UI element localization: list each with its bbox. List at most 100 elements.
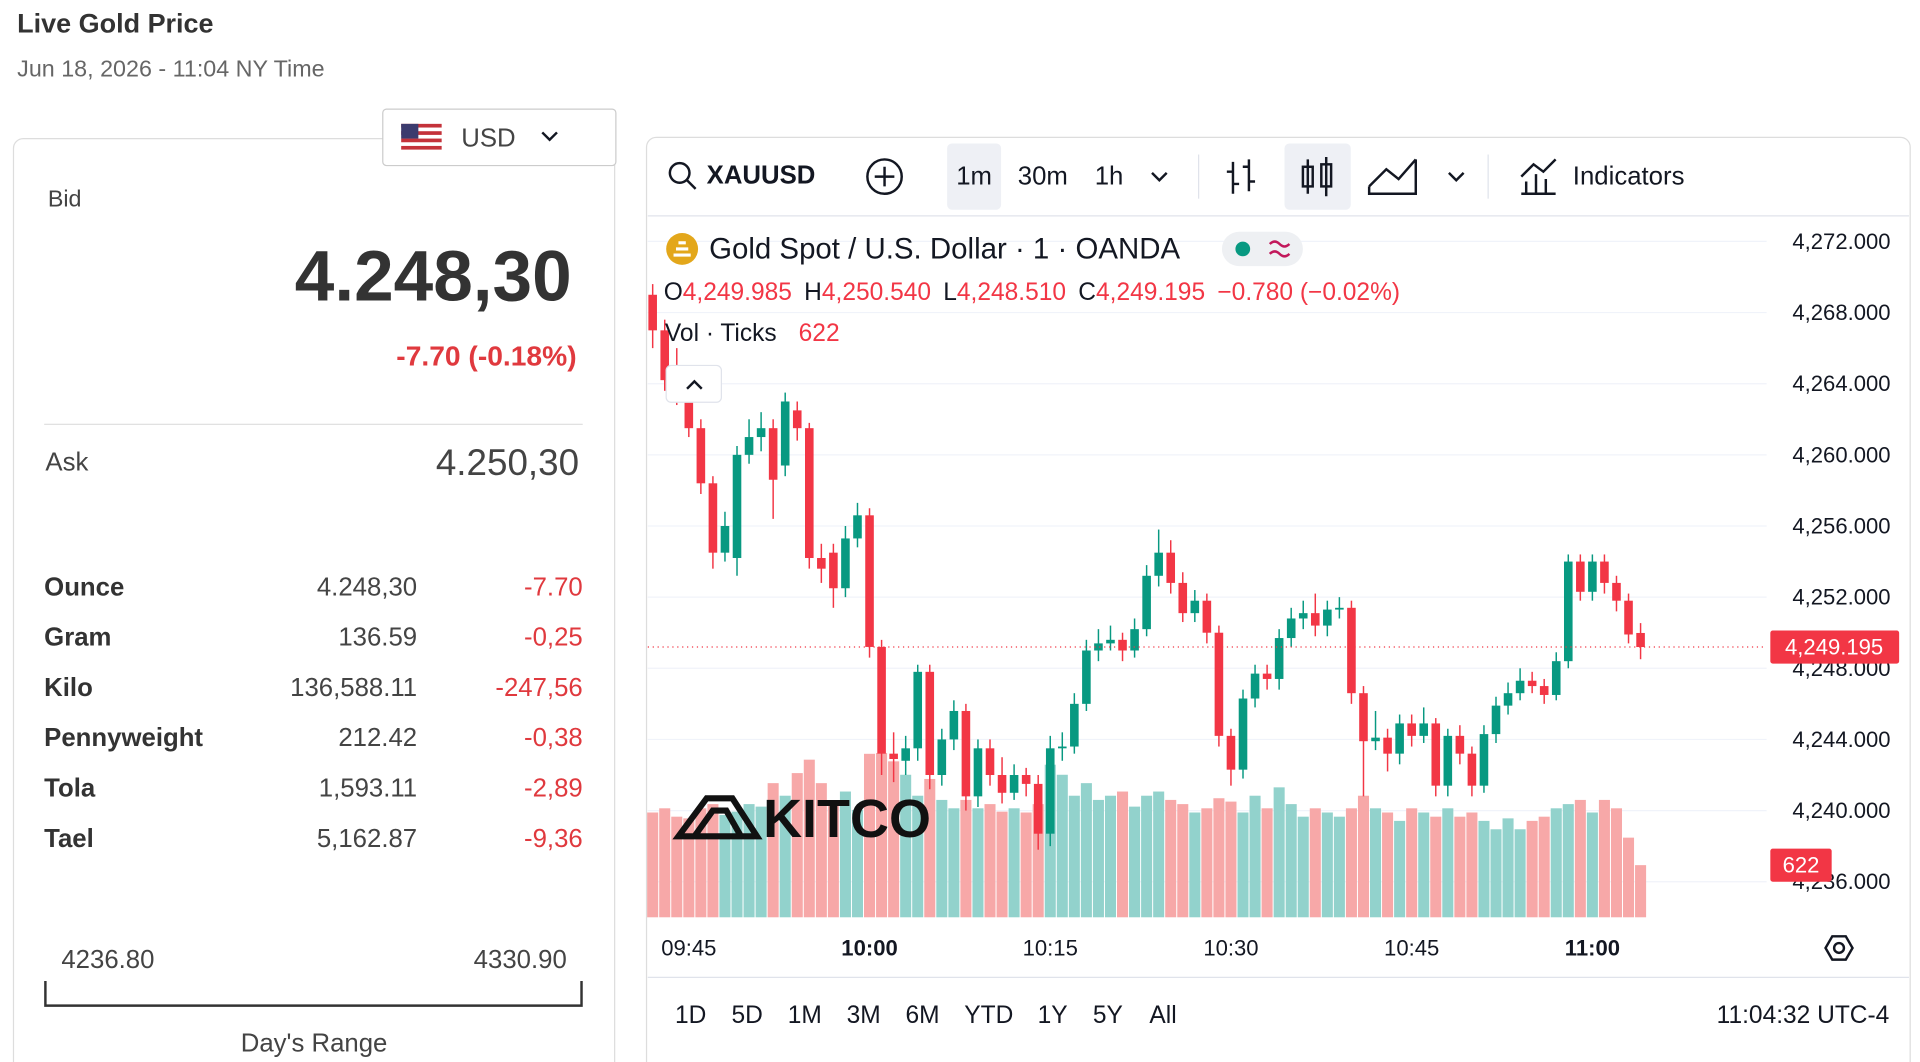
ohlc-change: −0.780 (−0.02%) — [1217, 278, 1400, 305]
y-tick-label: 4,240.000 — [1792, 798, 1890, 823]
candle-body — [1323, 609, 1332, 626]
candle-body — [1576, 561, 1585, 592]
volume-tag — [1770, 848, 1832, 882]
collapse-button[interactable] — [665, 364, 722, 403]
candle-body — [865, 515, 874, 647]
volume-bar — [1249, 795, 1261, 918]
currency-button[interactable] — [382, 108, 617, 167]
range-button[interactable]: 6M — [906, 1002, 940, 1029]
chart-style-selected[interactable] — [1284, 143, 1351, 210]
volume-bar — [948, 808, 960, 918]
candle-body — [1118, 639, 1127, 651]
symbol-search[interactable]: XAUUSD — [668, 161, 816, 190]
candle-body — [768, 428, 778, 480]
page-title: Live Gold Price — [17, 8, 213, 38]
settings-button[interactable] — [1824, 935, 1854, 961]
y-tick-label: 4,256.000 — [1792, 513, 1890, 538]
candle-body — [1503, 693, 1513, 706]
interval-button[interactable]: 30m — [1018, 163, 1068, 191]
interval-selected — [947, 143, 1002, 210]
bid-label: Bid — [48, 186, 82, 212]
bar-style-icon[interactable] — [1226, 159, 1256, 194]
volume-bar — [839, 791, 851, 918]
volume-bar — [1466, 812, 1478, 918]
volume-bar — [984, 804, 996, 918]
ohlc-key: L — [943, 278, 957, 305]
volume-bar — [996, 811, 1008, 918]
range-bar — [44, 981, 583, 1007]
candle-body — [708, 483, 718, 553]
interval-button[interactable]: 1m — [956, 163, 992, 191]
candle-body — [1491, 705, 1501, 735]
candle-body — [1238, 698, 1248, 770]
unit-price: 136,588.11 — [290, 674, 417, 702]
candle-body — [780, 401, 790, 466]
range-button[interactable]: 1Y — [1038, 1002, 1068, 1029]
volume-bar — [864, 753, 876, 918]
candle-body — [756, 428, 766, 438]
candle-body — [1262, 673, 1272, 679]
volume-bar — [1273, 787, 1285, 918]
volume-bar — [1008, 808, 1020, 918]
chevron-icon[interactable] — [1151, 172, 1168, 183]
unit-change: -0,38 — [524, 724, 583, 752]
search-icon — [686, 179, 697, 190]
compare-button[interactable] — [866, 158, 903, 195]
y-tick-label: 4,252.000 — [1792, 585, 1890, 610]
volume-bar — [1345, 808, 1357, 918]
candle-body — [1335, 607, 1344, 610]
status-pill[interactable] — [1221, 231, 1303, 267]
volume-bar — [1526, 820, 1538, 918]
ask-label: Ask — [45, 448, 88, 476]
volume-bar — [1297, 816, 1309, 918]
plus-icon — [874, 166, 895, 187]
volume-bar — [1574, 799, 1586, 918]
volume-bar — [1370, 808, 1382, 918]
indicators-label[interactable]: Indicators — [1573, 163, 1685, 191]
candle-body — [949, 710, 959, 740]
volume-bar — [1635, 865, 1647, 918]
indicators-button[interactable]: Indicators — [1520, 158, 1685, 195]
quote-card — [12, 137, 616, 1062]
volume-bar — [1442, 808, 1454, 918]
range-button[interactable]: 1D — [675, 1002, 706, 1029]
interval-button[interactable]: 1h — [1095, 163, 1124, 191]
volume-bar — [1213, 798, 1225, 918]
range-button[interactable]: YTD — [964, 1002, 1013, 1029]
candle-body — [817, 558, 826, 569]
range-button[interactable]: 5Y — [1093, 1002, 1123, 1029]
volume-bar — [912, 795, 924, 918]
candle-body — [1082, 650, 1091, 704]
chart-widget — [645, 136, 1911, 1062]
chevron-icon[interactable] — [1448, 172, 1465, 183]
symbol-logo — [673, 241, 691, 257]
currency-label: USD — [461, 125, 515, 153]
unit-price: 4.248,30 — [317, 573, 417, 601]
last-price-tag — [1770, 630, 1900, 664]
candle-body — [1419, 723, 1429, 736]
interval-group: 1m 30m 1h — [956, 163, 1123, 191]
range-button[interactable]: 3M — [847, 1002, 881, 1029]
range-label: Day's Range — [241, 1030, 388, 1058]
symbol[interactable]: XAUUSD — [707, 161, 816, 189]
volume-bar — [1562, 804, 1574, 918]
candle-body — [1274, 638, 1284, 679]
volume-bar — [1490, 829, 1502, 918]
candle-body — [792, 410, 802, 429]
candle-body — [732, 454, 742, 559]
range-button[interactable]: 5D — [731, 1002, 762, 1029]
area-style-icon[interactable] — [1367, 158, 1417, 195]
volume-bar — [1092, 799, 1104, 918]
volume-bar — [1321, 812, 1333, 918]
candle-body — [1527, 680, 1537, 687]
volume-bar — [1514, 829, 1526, 918]
candle-body — [961, 710, 971, 797]
volume-bar — [1309, 808, 1321, 918]
candle-body — [829, 552, 838, 589]
range-button[interactable]: 1M — [788, 1002, 822, 1029]
candle-body — [1166, 552, 1176, 583]
range-button[interactable]: All — [1149, 1002, 1176, 1029]
currency-select[interactable]: USD — [382, 108, 617, 167]
volume-bar — [803, 759, 815, 918]
